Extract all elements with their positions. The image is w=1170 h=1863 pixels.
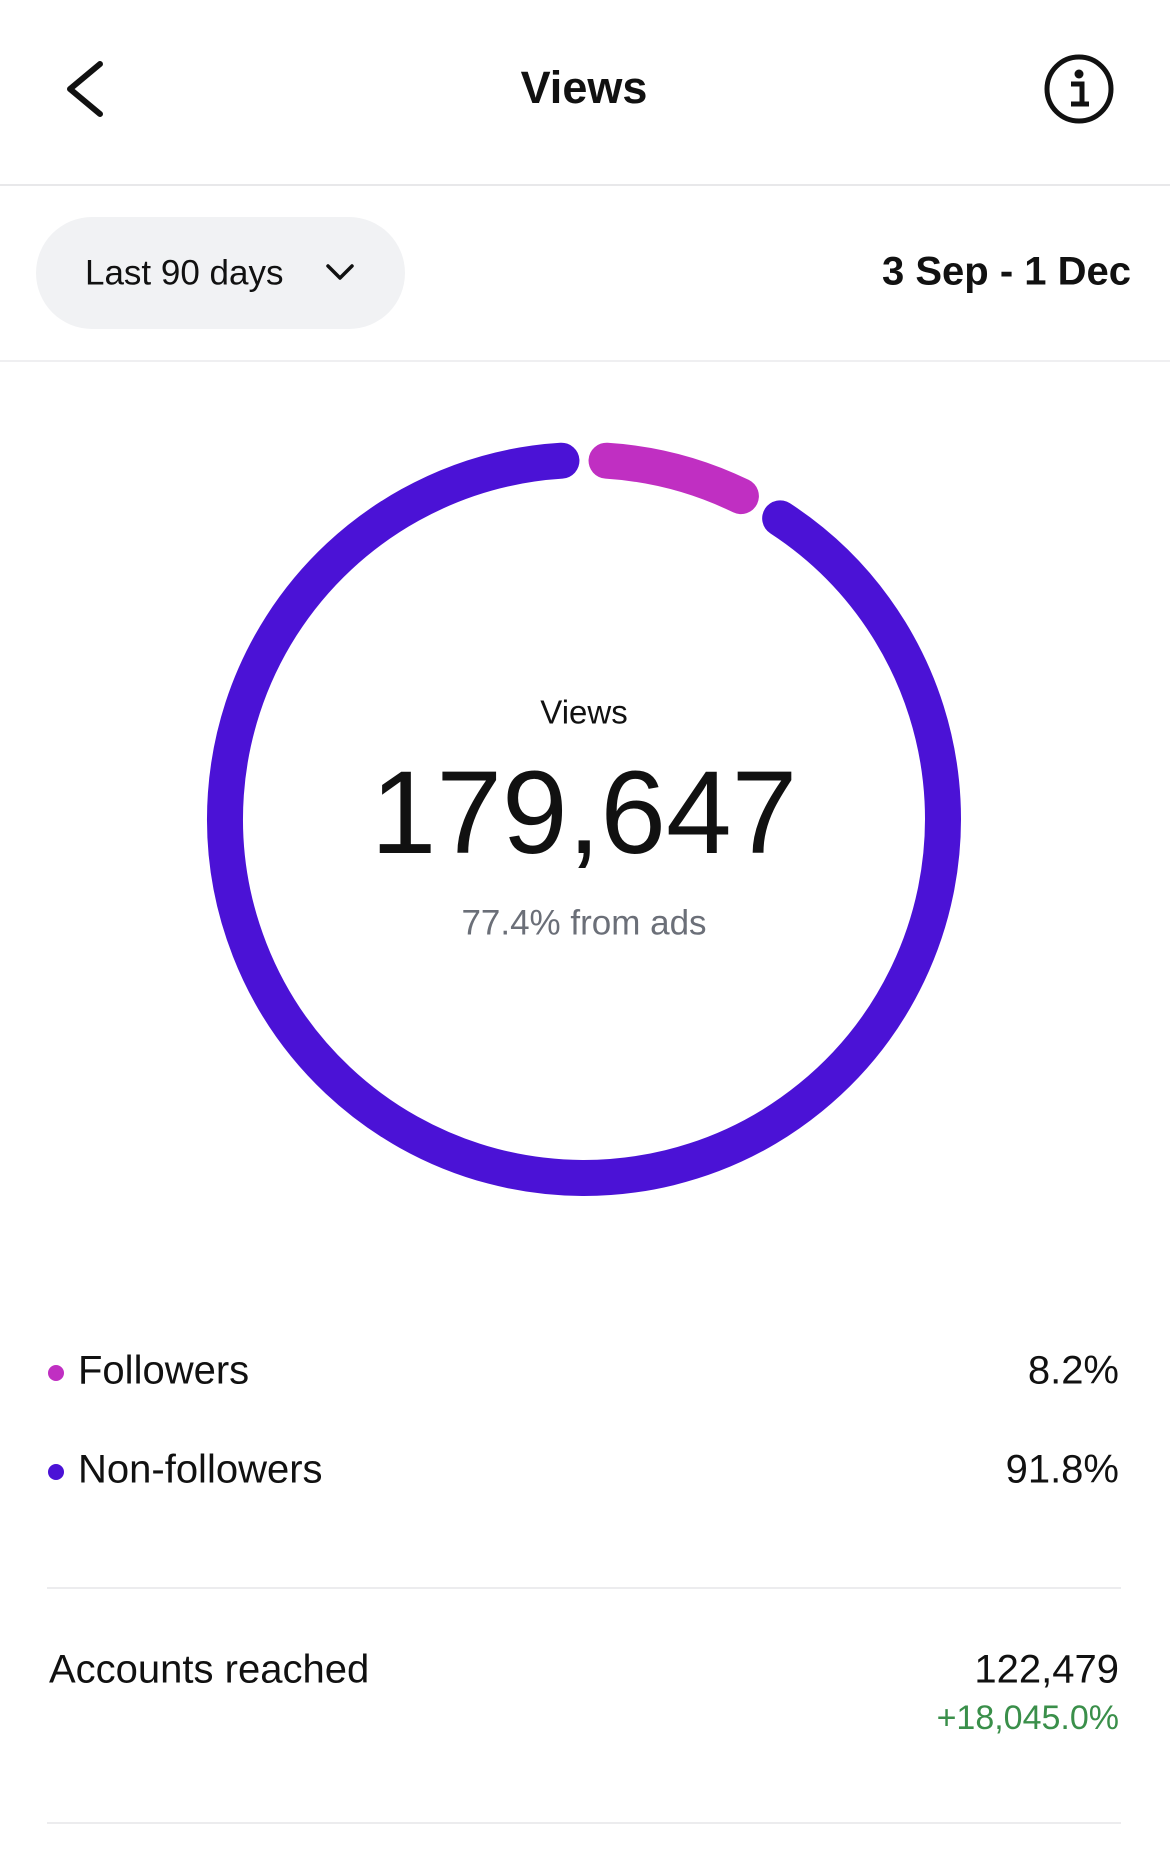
date-filter[interactable]: Last 90 days [36, 217, 405, 329]
legend-label: Non-followers [78, 1448, 323, 1492]
chevron [326, 264, 354, 280]
filter-label: Last 90 days [85, 253, 283, 292]
date-range: 3 Sep - 1 Dec [882, 250, 1131, 294]
metric-label: Accounts reached [49, 1648, 369, 1692]
page-title: Views [521, 62, 648, 113]
back-button[interactable] [67, 61, 103, 117]
legend-dot [48, 1464, 64, 1480]
legend-dot [48, 1365, 64, 1381]
info-button[interactable] [1044, 54, 1114, 124]
info-circle [1044, 54, 1114, 124]
center-value: 179,647 [371, 747, 798, 879]
donut-segment [588, 442, 759, 515]
legend: Followers 8.2% Non-followers 91.8% [48, 1349, 1119, 1492]
donut [207, 442, 961, 1196]
info-dot [1074, 69, 1084, 79]
center-note: 77.4% from ads [461, 903, 706, 942]
center-label: Views [540, 694, 627, 731]
metric-value: 122,479 [974, 1648, 1119, 1692]
metric-change: +18,045.0% [937, 1699, 1119, 1737]
info-stem [1071, 81, 1089, 107]
legend-value: 8.2% [1028, 1349, 1119, 1393]
donut-segment [207, 442, 961, 1196]
legend-value: 91.8% [1006, 1448, 1119, 1492]
legend-label: Followers [78, 1349, 249, 1393]
filter-pill [36, 217, 405, 329]
